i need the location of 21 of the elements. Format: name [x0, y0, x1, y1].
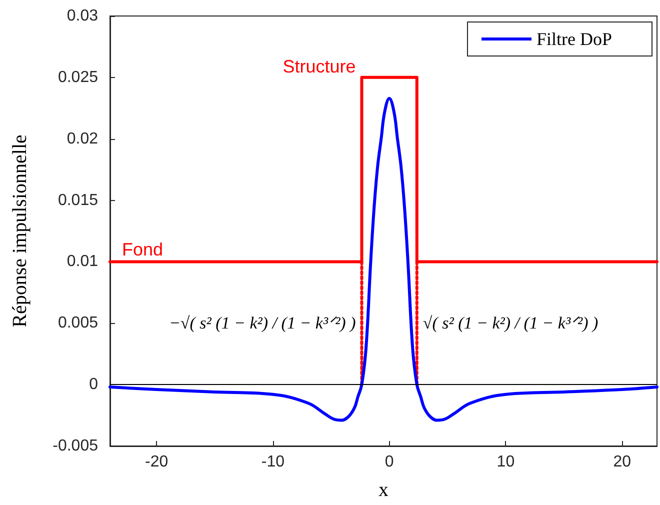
annotation: √( s² (1 − k²) / (1 − k³ᐟ²) ): [422, 314, 599, 333]
y-tick-label: 0.015: [58, 192, 98, 209]
y-tick-label: 0.03: [66, 8, 98, 24]
y-axis-title: Réponse impulsionnelle: [9, 134, 31, 328]
x-tick-label: -20: [144, 454, 168, 470]
x-axis-title: x: [378, 479, 388, 501]
x-tick-label: 10: [496, 454, 515, 470]
x-tick-label: 20: [613, 454, 632, 470]
annotation: Structure: [282, 56, 356, 76]
y-tick-label: 0.005: [58, 314, 98, 332]
y-tick-label: 0.01: [66, 253, 98, 270]
y-tick-label: -0.005: [52, 438, 98, 454]
line-series: [108, 96, 658, 422]
x-tick-label: -10: [261, 454, 285, 470]
legend-label: Filtre DoP: [536, 29, 612, 49]
y-tick-label: 0.02: [66, 130, 98, 148]
x-tick-label: 0: [384, 454, 394, 470]
y-tick-label: 0: [89, 376, 98, 394]
y-tick-label: 0.025: [58, 68, 98, 86]
annotation: −√( s² (1 − k²) / (1 − k³ᐟ²) ): [168, 314, 356, 333]
annotation: Fond: [122, 240, 164, 260]
